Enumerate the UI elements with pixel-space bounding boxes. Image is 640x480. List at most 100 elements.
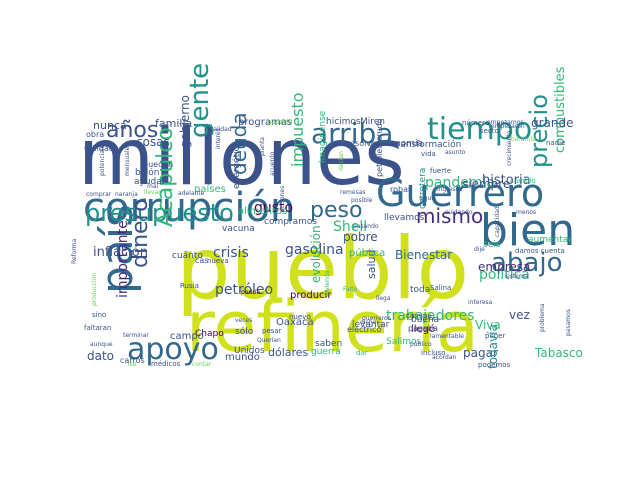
word-capacidad: capacidad bbox=[494, 206, 501, 237]
word-precio: precio bbox=[525, 94, 553, 168]
word-importante: importante bbox=[115, 220, 131, 298]
word-cambio: cambio bbox=[510, 177, 536, 185]
word-pagaba: pagaba bbox=[408, 324, 438, 333]
word-trabajadores: trabajadores bbox=[386, 308, 475, 324]
word-peso: peso bbox=[310, 198, 363, 223]
word-sigue: sigue bbox=[419, 195, 436, 202]
word-refineria: refinería bbox=[186, 286, 479, 368]
word-iberdrola: Iberdrola bbox=[509, 136, 536, 143]
word-asunto: asunto bbox=[445, 149, 466, 156]
word-economia: economía bbox=[379, 139, 423, 149]
word-sino: sino bbox=[92, 311, 107, 319]
word-petroleo: petróleo bbox=[215, 282, 274, 298]
word-corrupcion: corrupción bbox=[83, 185, 296, 231]
word-impuesto: impuesto bbox=[288, 92, 307, 167]
word-imaginense: Imagínense bbox=[318, 110, 328, 163]
word-transformacion: transformación bbox=[393, 140, 462, 150]
word-crisis: crisis bbox=[213, 245, 249, 261]
word-viva: Viva bbox=[475, 318, 501, 332]
word-guerrero: Guerrero bbox=[376, 171, 545, 215]
word-ise: ise bbox=[128, 361, 137, 368]
word-resolver: resolver bbox=[347, 139, 380, 148]
word-interesa: interesa bbox=[468, 299, 493, 306]
word-gusto: gusto bbox=[254, 200, 294, 216]
word-llego: llegó bbox=[411, 324, 436, 335]
word-presupuesto: presupuesto bbox=[85, 199, 234, 227]
word-pasando: pasando bbox=[353, 223, 379, 230]
word-pueblo: pueblo bbox=[176, 219, 470, 319]
word-dar: dar bbox=[356, 349, 368, 357]
word-energetico: energético bbox=[232, 140, 242, 189]
word-cas: cas bbox=[195, 256, 209, 265]
word-mundo: mundo bbox=[225, 352, 260, 363]
word-nadie: nadie bbox=[546, 139, 566, 147]
word-reforma: Reforma bbox=[71, 238, 78, 264]
word-gasolina: gasolina bbox=[285, 242, 344, 258]
word-anos: años bbox=[106, 118, 159, 143]
word-adelante: adelante bbox=[178, 190, 205, 197]
word-pasamos: pasamos bbox=[565, 309, 572, 336]
word-llega: llega bbox=[376, 295, 391, 302]
word-vacuna: vacuna bbox=[222, 224, 255, 234]
word-arriba: arriba bbox=[311, 117, 394, 150]
word-abajo: abajo bbox=[491, 248, 563, 278]
word-querian: Querían bbox=[257, 337, 281, 344]
word-evolucion: evolución bbox=[309, 225, 323, 283]
word-ayudar: ayudar bbox=[134, 177, 166, 187]
word-billon: billón bbox=[135, 168, 160, 178]
word-siempre: siempre bbox=[462, 177, 511, 191]
word-decian: decían bbox=[338, 151, 345, 171]
word-acuerdo: acuerdo bbox=[269, 151, 276, 176]
word-pesar: pesar bbox=[262, 327, 282, 335]
word-dato: dato bbox=[87, 349, 115, 363]
word-llevamos: llevamos bbox=[384, 213, 425, 223]
word-faltaran: faltaran bbox=[84, 324, 112, 332]
word-familia: familia bbox=[155, 117, 193, 130]
word-cuidando: cuidando bbox=[445, 209, 473, 216]
word-ingresos: ingresos bbox=[437, 186, 463, 193]
word-aumentar: aumentar bbox=[528, 235, 572, 245]
word-hicimos: hicimos bbox=[326, 117, 361, 127]
word-medicos: médicos bbox=[151, 360, 181, 368]
word-alimentos: alimentos bbox=[238, 206, 288, 217]
word-seis: seis bbox=[483, 240, 501, 250]
word-calidad: calidad bbox=[210, 126, 232, 133]
word-acordan: acordan bbox=[432, 354, 457, 361]
word-empezaron: empezaron bbox=[491, 123, 525, 130]
word-chapo: Chapo bbox=[195, 329, 224, 339]
word-cuanto: cuánto bbox=[172, 251, 203, 261]
word-comprar: comprar bbox=[86, 191, 112, 198]
word-rusia: Rusia bbox=[180, 282, 199, 290]
word-empresa: empresa bbox=[478, 260, 531, 274]
word-guerra: guerra bbox=[311, 347, 341, 357]
word-podemos: podemos bbox=[478, 361, 511, 369]
word-numero: número bbox=[462, 119, 490, 127]
word-falto: Faltó bbox=[343, 286, 358, 293]
word-politica: política bbox=[479, 267, 530, 283]
word-tabasco: Tabasco bbox=[535, 346, 583, 360]
word-unidos: Unidos bbox=[234, 346, 265, 356]
word-sistema: sistema bbox=[505, 273, 529, 280]
word-miren: Miren bbox=[360, 117, 386, 127]
word-damos-cuenta: damos cuenta bbox=[515, 247, 565, 255]
word-sector: sector bbox=[480, 127, 502, 135]
word-menos: menos bbox=[516, 209, 537, 216]
word-aunque: aunque bbox=[90, 341, 113, 348]
word-contar: contar bbox=[192, 361, 212, 368]
word-apoyo: apoyo bbox=[127, 332, 219, 367]
word-remesas: remesas bbox=[340, 189, 366, 196]
word-crecimiento: crecimiento bbox=[506, 130, 513, 166]
word-dicho: dicho bbox=[360, 319, 377, 326]
word-vivienda: vivienda bbox=[324, 270, 331, 296]
word-pagar: pagar bbox=[463, 346, 498, 360]
word-vez: vez bbox=[509, 308, 530, 322]
word-veces: veces bbox=[235, 317, 253, 324]
word-shell: Shell bbox=[333, 219, 368, 235]
word-campo: campo bbox=[170, 331, 204, 342]
word-obra: obra bbox=[86, 130, 105, 139]
word-salina: Salina bbox=[430, 284, 452, 292]
word-carros: carros bbox=[120, 356, 145, 365]
word-potenciales: potenciales bbox=[99, 141, 106, 176]
word-lamentable: lamentable bbox=[430, 333, 464, 340]
word-grande: grande bbox=[531, 116, 574, 130]
